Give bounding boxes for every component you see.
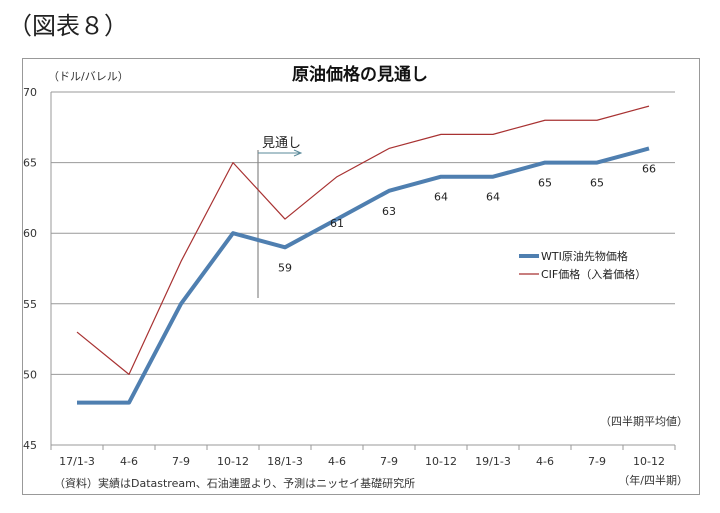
data-label: 64: [486, 191, 500, 204]
x-tick-label: 18/1-3: [267, 455, 303, 468]
chart-title: 原油価格の見通し: [292, 64, 428, 85]
y-tick-label: 55: [23, 298, 37, 311]
x-tick-label: 7-9: [588, 455, 606, 468]
x-tick-label: 10-12: [425, 455, 457, 468]
y-tick-label: 60: [23, 227, 37, 240]
series-line-cif: [76, 105, 650, 375]
y-tick-label: 65: [23, 157, 37, 170]
x-tick-label: 4-6: [120, 455, 138, 468]
y-tick-label: 70: [23, 86, 37, 99]
x-tick-label: 7-9: [172, 455, 190, 468]
forecast-label: 見通し: [262, 136, 301, 151]
data-label: 61: [330, 217, 344, 230]
data-label: 59: [278, 261, 292, 274]
x-tick-label: 4-6: [536, 455, 554, 468]
y-axis-label: （ドル/バレル）: [48, 70, 129, 83]
x-tick-label: 7-9: [380, 455, 398, 468]
data-label: 65: [538, 177, 552, 190]
series-line-wti: [77, 146, 650, 405]
legend-label: CIF価格（入着価格）: [541, 267, 646, 281]
data-label: 64: [434, 191, 448, 204]
data-label: 66: [642, 162, 656, 175]
chart-frame: [22, 58, 700, 495]
legend-label: WTI原油先物価格: [541, 249, 628, 263]
y-tick-label: 50: [23, 368, 37, 381]
data-label: 65: [590, 177, 604, 190]
x-tick-label: 10-12: [633, 455, 665, 468]
data-label: 63: [382, 205, 396, 218]
arrow-head-icon: [293, 149, 303, 157]
x-tick-label: 4-6: [328, 455, 346, 468]
unit-note: （四半期平均値）: [600, 414, 688, 428]
source-note: （資料）実績はDatastream、石油連盟より、予測はニッセイ基礎研究所: [54, 476, 415, 490]
x-axis-label: （年/四半期）: [618, 473, 688, 487]
figure-label: （図表８）: [8, 12, 128, 40]
x-tick-label: 17/1-3: [59, 455, 95, 468]
y-tick-label: 45: [23, 439, 37, 452]
x-tick-label: 19/1-3: [475, 455, 511, 468]
x-tick-label: 10-12: [217, 455, 249, 468]
